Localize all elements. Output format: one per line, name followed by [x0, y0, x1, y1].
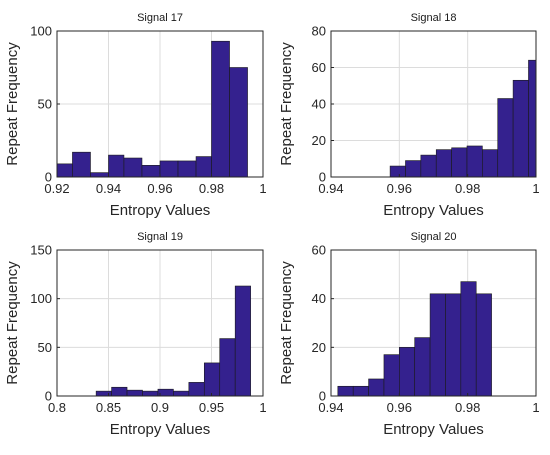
histogram-bar [229, 67, 248, 178]
x-axis-label: Entropy Values [110, 421, 211, 438]
y-tick-label: 60 [312, 243, 326, 258]
y-tick-label: 20 [312, 340, 326, 355]
histogram-bar [512, 79, 529, 178]
histogram-bar [429, 293, 446, 397]
histogram-bar [203, 362, 221, 397]
histogram-bar [141, 165, 161, 178]
panel-title: Signal 20 [411, 231, 457, 243]
panel-title: Signal 18 [411, 12, 457, 24]
histogram-bar [173, 390, 190, 397]
histogram-bar [399, 347, 416, 397]
x-axis-label: Entropy Values [383, 202, 484, 219]
histogram-bar [95, 390, 112, 397]
y-tick-label: 0 [319, 170, 326, 185]
histogram-bar [195, 156, 212, 178]
histogram-bar [90, 172, 109, 178]
histogram-panel-3: 0.8 0.85 0.9 0.95 1 0 50 100 150 Signal 19 Entropy… [4, 231, 267, 438]
y-tick-label: 50 [38, 340, 52, 355]
histogram-bar [234, 285, 251, 397]
plot-frame [330, 249, 537, 397]
histogram-bar [142, 390, 159, 397]
histogram-bar [72, 151, 91, 178]
y-tick-label: 0 [45, 389, 52, 404]
histogram-panel-1: 0.92 0.94 0.96 0.98 1 0 50 100 Signal 17 Entropy … [4, 12, 267, 219]
y-axis-label: Repeat Frequency [4, 42, 21, 166]
y-tick-label: 60 [312, 60, 326, 75]
x-tick-label: 0.9 [151, 400, 169, 415]
histogram-bar [188, 382, 205, 397]
y-tick-label: 50 [38, 97, 52, 112]
histogram-bar [414, 337, 431, 397]
histogram-bar [126, 389, 143, 397]
histogram-bar [497, 98, 514, 178]
histogram-panel-4: 0.94 0.96 0.98 1 0 20 40 60 Signal 20 Entropy Val… [278, 231, 540, 438]
histogram-bar [528, 59, 537, 178]
histogram-bar [219, 338, 236, 397]
x-tick-label: 0.96 [387, 181, 412, 196]
x-tick-label: 1 [259, 181, 266, 196]
histogram-bar [389, 165, 406, 178]
x-tick-label: 0.96 [147, 181, 172, 196]
x-tick-label: 0.8 [48, 400, 66, 415]
histogram-bar [475, 293, 492, 397]
histogram-bar [159, 160, 179, 178]
histogram-bar [352, 385, 369, 397]
histogram-bar [482, 149, 499, 178]
panel-title: Signal 19 [137, 231, 183, 243]
y-tick-label: 150 [30, 243, 52, 258]
x-tick-label: 0.85 [96, 400, 121, 415]
y-tick-label: 100 [30, 291, 52, 306]
y-axis-label: Repeat Frequency [4, 261, 21, 385]
y-tick-label: 40 [312, 97, 326, 112]
histogram-bar [466, 145, 483, 178]
y-tick-label: 0 [45, 170, 52, 185]
x-tick-label: 0.92 [44, 181, 69, 196]
x-tick-label: 1 [532, 181, 539, 196]
histogram-bar [111, 386, 128, 397]
x-tick-label: 0.98 [455, 181, 480, 196]
x-tick-label: 0.94 [318, 400, 343, 415]
histogram-bar [337, 385, 354, 397]
x-axis-label: Entropy Values [383, 421, 484, 438]
histogram-panel-2: 0.94 0.96 0.98 1 0 20 40 60 80 Signal 18 Entropy V… [278, 12, 540, 219]
histogram-bar [445, 293, 462, 397]
y-tick-label: 100 [30, 24, 52, 39]
y-tick-label: 0 [319, 389, 326, 404]
y-tick-label: 20 [312, 133, 326, 148]
histogram-bar [460, 281, 477, 397]
histogram-bar [177, 160, 197, 178]
y-axis-label: Repeat Frequency [278, 42, 295, 166]
histogram-bar [451, 147, 468, 178]
histogram-bar [123, 157, 143, 178]
y-tick-label: 40 [312, 291, 326, 306]
histogram-bar [108, 154, 125, 178]
x-tick-label: 0.94 [96, 181, 121, 196]
histogram-bar [56, 163, 73, 178]
histogram-bar [383, 354, 400, 397]
histogram-bar [368, 378, 385, 397]
histogram-bar [435, 149, 452, 178]
x-tick-label: 0.95 [199, 400, 224, 415]
x-tick-label: 0.98 [455, 400, 480, 415]
x-tick-label: 1 [259, 400, 266, 415]
histogram-bar [211, 40, 230, 178]
x-tick-label: 1 [532, 400, 539, 415]
x-tick-label: 0.94 [318, 181, 343, 196]
x-axis-label: Entropy Values [110, 202, 211, 219]
x-tick-label: 0.96 [387, 400, 412, 415]
x-tick-label: 0.98 [199, 181, 224, 196]
y-axis-label: Repeat Frequency [278, 261, 295, 385]
panel-title: Signal 17 [137, 12, 183, 24]
histogram-bar [420, 154, 437, 178]
histogram-bar [405, 160, 422, 178]
y-tick-label: 80 [312, 24, 326, 39]
